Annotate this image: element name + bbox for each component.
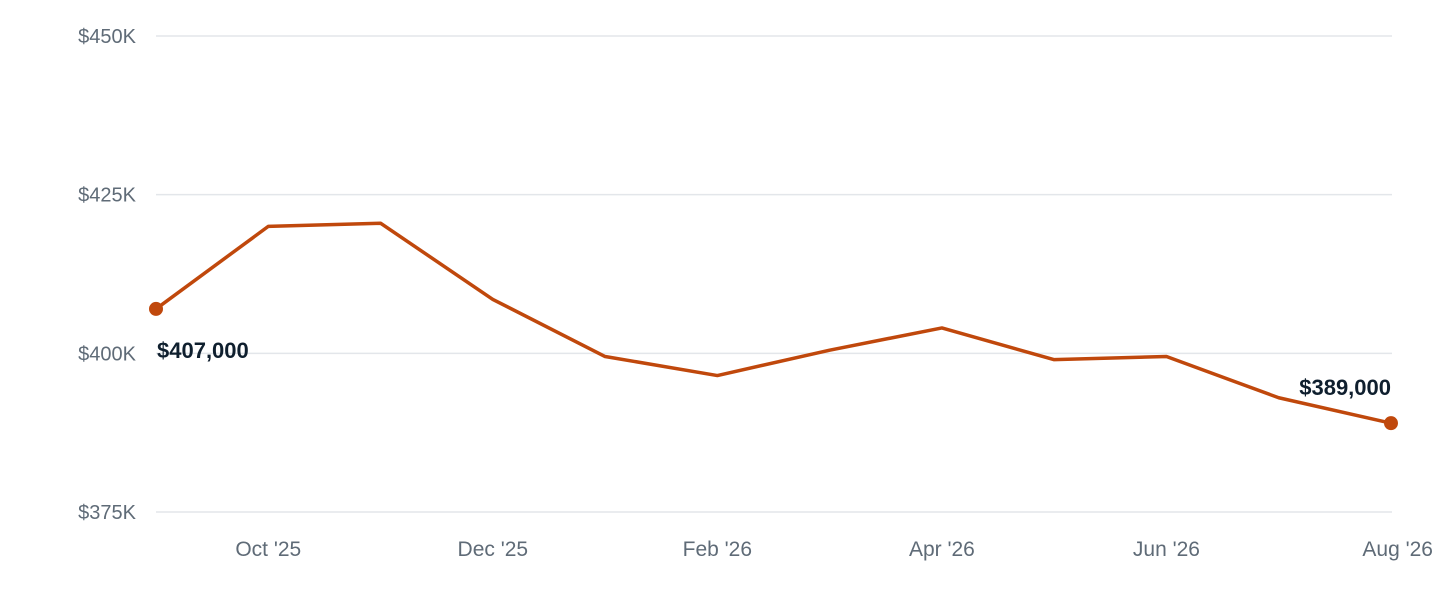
data-label: $407,000 xyxy=(157,338,249,363)
series-group xyxy=(149,221,1398,431)
data-label: $389,000 xyxy=(1299,375,1391,400)
data-point xyxy=(1384,416,1398,431)
data-point xyxy=(149,301,163,316)
y-tick-label: $375K xyxy=(78,502,136,524)
x-tick-label: Feb '26 xyxy=(683,538,752,561)
grid-lines xyxy=(156,35,1392,513)
x-axis: Oct '25 Dec '25 Feb '26 Apr '26 Jun '26 Aug '… xyxy=(235,538,1433,561)
y-tick-label: $425K xyxy=(78,185,136,207)
y-axis: $375K $400K $425K $450K xyxy=(78,26,136,524)
x-tick-label: Aug '26 xyxy=(1362,538,1433,561)
x-tick-label: Apr '26 xyxy=(909,538,975,561)
y-tick-label: $400K xyxy=(78,343,136,365)
series-line xyxy=(154,221,1393,425)
x-tick-label: Oct '25 xyxy=(235,538,301,561)
y-tick-label: $450K xyxy=(78,26,136,48)
x-tick-label: Jun '26 xyxy=(1133,538,1200,561)
data-labels: $407,000 $389,000 xyxy=(157,338,1391,400)
x-tick-label: Dec '25 xyxy=(458,538,529,561)
